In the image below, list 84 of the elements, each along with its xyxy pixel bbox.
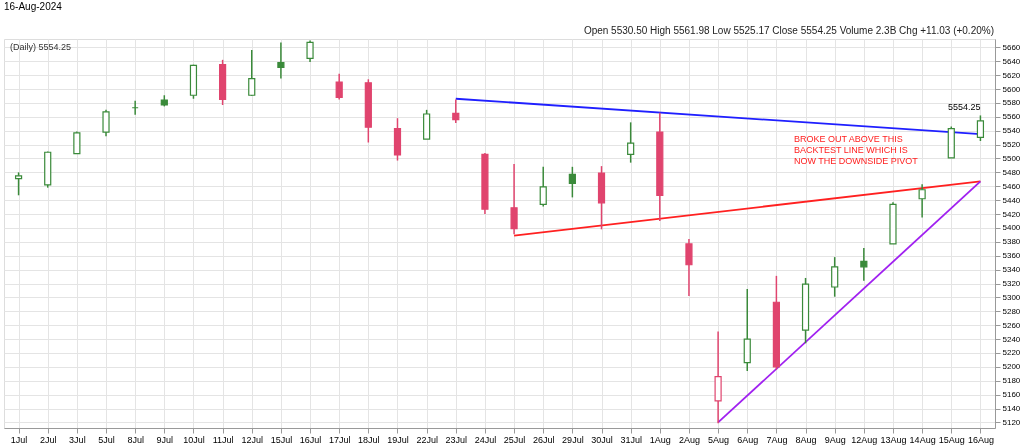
y-tick-label: 5520: [1002, 140, 1021, 150]
y-tick-label: 5580: [1002, 98, 1021, 108]
y-tick-label: 5460: [1002, 181, 1021, 191]
x-tick-label: 9Aug: [824, 434, 846, 445]
y-tick-label: 5160: [1002, 390, 1021, 400]
y-tick-label: 5280: [1002, 306, 1021, 316]
y-tick-label: 5480: [1002, 167, 1021, 177]
x-tick-label: 15Jul: [270, 434, 293, 445]
y-tick-label: 5240: [1002, 334, 1021, 344]
candlestick: [248, 49, 256, 97]
y-tick-label: 5440: [1002, 195, 1021, 205]
y-tick-label: 5660: [1002, 42, 1021, 52]
y-tick-label: 5220: [1002, 348, 1021, 358]
x-tick-label: 30Jul: [591, 434, 613, 445]
x-tick-label: 7Aug: [766, 434, 788, 445]
y-tick-label: 5500: [1002, 153, 1021, 163]
x-tick-label: 8Jul: [127, 434, 144, 445]
candlestick: [306, 39, 314, 63]
x-tick-label: 2Jul: [39, 434, 57, 445]
candlestick: [510, 163, 518, 235]
x-tick-label: 16Jul: [299, 434, 322, 445]
x-tick-label: 6Aug: [737, 434, 759, 445]
x-tick-label: 16Aug: [967, 434, 994, 445]
y-tick-label: 5360: [1002, 251, 1021, 261]
candlestick: [976, 114, 985, 142]
y-tick-label: 5320: [1002, 279, 1021, 289]
x-tick-label: 15Aug: [938, 434, 965, 445]
x-tick-label: 9Jul: [156, 434, 174, 445]
x-tick-label: 11Jul: [212, 434, 234, 445]
annotation: BROKE OUT ABOVE THIS BACKTEST LINE WHICH IS NOW THE DOWNSIDE PIVOT: [794, 134, 919, 166]
x-tick-label: 3Jul: [69, 434, 86, 445]
x-tick-label: 1Aug: [649, 434, 671, 445]
x-tick-label: 5Aug: [708, 434, 730, 445]
candlestick: [568, 166, 576, 199]
x-tick-label: 24Jul: [474, 434, 497, 445]
x-tick-label: 31Jul: [620, 434, 642, 445]
x-tick-label: 17Jul: [328, 434, 351, 445]
x-tick-label: 5Jul: [98, 434, 115, 445]
chart-title: 16-Aug-2024: [4, 1, 63, 12]
x-tick-label: 12Aug: [851, 434, 878, 445]
x-tick-label: 25Jul: [503, 434, 526, 445]
text: Open 5530.50 High 5561.98 Low 5525.17 Close 5554.25 Volume 2.3B Chg +11.03 (+0.20%): [583, 25, 994, 36]
y-tick-label: 5620: [1002, 70, 1021, 80]
candlestick: [627, 121, 635, 164]
candlestick: [685, 238, 693, 297]
x-tick-label: 14Aug: [909, 434, 936, 445]
x-tick-label: 12Jul: [241, 434, 264, 445]
y-tick-label: 5420: [1002, 209, 1021, 219]
y-tick-label: 5260: [1002, 320, 1021, 330]
candlestick: [335, 72, 343, 101]
y-tick-label: 5380: [1002, 237, 1021, 247]
x-tick-label: 18Jul: [358, 434, 380, 445]
x-tick-label: 19Jul: [387, 434, 409, 445]
y-tick-label: 5400: [1002, 223, 1021, 233]
x-tick-label: 29Jul: [562, 434, 584, 445]
annotation: (Daily) 5554.25: [10, 42, 72, 52]
x-tick-label: 22Jul: [416, 434, 438, 445]
annotation: 5554.25: [947, 101, 981, 112]
y-tick-label: 5140: [1002, 404, 1021, 414]
candlestick: [102, 109, 110, 137]
x-tick-label: 23Jul: [445, 434, 468, 445]
x-tick-label: 10Jul: [183, 434, 205, 445]
candlestick: [831, 256, 839, 298]
candlestick: [277, 41, 285, 80]
y-tick-label: 5560: [1002, 112, 1021, 122]
y-tick-label: 5300: [1002, 292, 1021, 302]
candlestick: [14, 171, 23, 197]
y-tick-label: 5600: [1002, 84, 1021, 94]
y-tick-label: 5340: [1002, 265, 1021, 275]
candlestick: [539, 166, 547, 208]
x-tick-label: 1Jul: [10, 434, 28, 445]
x-tick-label: 8Aug: [795, 434, 817, 445]
y-tick-label: 5120: [1002, 417, 1021, 427]
candlestick: [452, 98, 460, 124]
y-tick-label: 5540: [1002, 126, 1021, 136]
x-tick-label: 26Jul: [532, 434, 555, 445]
y-tick-label: 5640: [1002, 56, 1021, 66]
candlestick: [73, 130, 81, 155]
y-tick-label: 5200: [1002, 362, 1021, 372]
y-tick-label: 5180: [1002, 376, 1021, 386]
candlestick: [918, 183, 926, 219]
x-tick-label: 13Aug: [880, 434, 907, 445]
x-tick-label: 2Aug: [678, 434, 700, 445]
candlestick: [743, 288, 751, 372]
